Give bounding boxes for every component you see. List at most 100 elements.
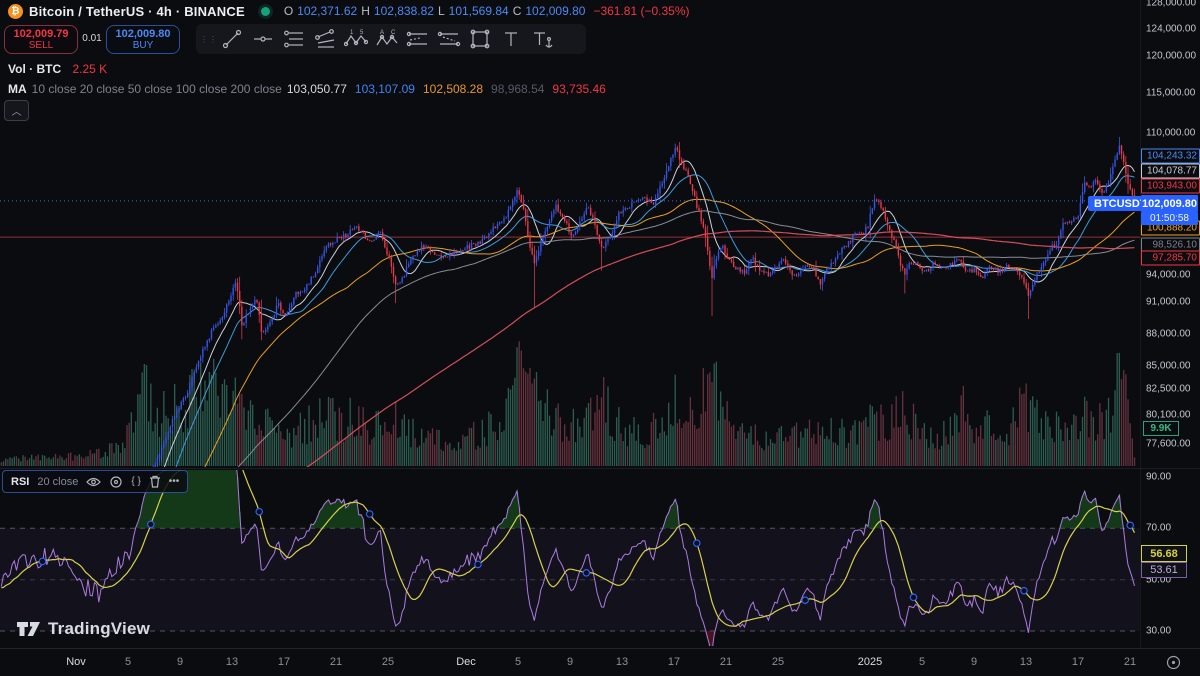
rsi-anchor-point[interactable]	[1020, 586, 1028, 595]
rsi-anchor-point[interactable]	[147, 520, 155, 529]
buy-price: 102,009.80	[115, 27, 171, 40]
symbol-title[interactable]: Bitcoin / TetherUS · 4h · BINANCE	[29, 3, 245, 19]
time-axis-label: 13	[1019, 656, 1033, 668]
rsi-anchor-point[interactable]	[801, 596, 810, 605]
long-position-icon[interactable]	[402, 25, 433, 53]
axis-tick-label: 30.00	[1146, 625, 1172, 637]
volume-legend-value: 2.25 K	[72, 62, 108, 76]
rsi-anchor-point[interactable]	[1126, 521, 1135, 530]
time-axis-label: 9	[176, 656, 184, 668]
sell-button[interactable]: 102,009.79 SELL	[4, 25, 78, 54]
ma-legend-params: 10 close 20 close 50 close 100 close 200…	[31, 82, 282, 96]
text-icon[interactable]	[495, 25, 526, 53]
short-position-icon[interactable]	[433, 25, 464, 53]
time-axis-label: 17	[277, 656, 291, 668]
time-axis-settings-icon[interactable]	[1163, 652, 1183, 672]
axis-tick-label: 77,600.00	[1146, 438, 1191, 450]
ma-legend-name: MA	[8, 82, 27, 96]
settings-icon[interactable]	[109, 475, 123, 489]
ma-legend-values: 103,050.77 103,107.09 102,508.28 98,968.54 9…	[287, 82, 606, 96]
rsi-anchor-point[interactable]	[38, 557, 47, 566]
rsi-anchor-point[interactable]	[255, 507, 264, 516]
time-axis-label: 17	[667, 656, 681, 668]
time-axis-label: 9	[970, 656, 978, 668]
time-axis-label: 2025	[857, 656, 883, 668]
time-axis-label: Dec	[456, 656, 476, 668]
collapse-legend-button[interactable]: ︿	[4, 100, 29, 121]
svg-text:1: 1	[350, 30, 354, 36]
drag-handle-icon[interactable]: ⋮⋮	[200, 34, 218, 44]
ohlc-value: 102,838.82	[373, 4, 434, 18]
ohlc-label: L	[437, 4, 445, 18]
ma-value: 98,968.54	[491, 82, 545, 96]
ma-value: 103,050.77	[286, 82, 347, 96]
svg-text:A: A	[380, 30, 384, 36]
rsi-anchor-point[interactable]	[365, 510, 374, 518]
axis-tick-label: 124,000.00	[1146, 23, 1197, 35]
axis-tick-label: 91,000.00	[1146, 296, 1191, 308]
rectangle-icon[interactable]	[464, 25, 495, 53]
sell-price: 102,009.79	[13, 27, 69, 40]
tradingview-glyph-icon	[17, 622, 40, 636]
axis-tick-label: 110,000.00	[1146, 127, 1196, 139]
source-code-icon[interactable]: { }	[131, 476, 141, 487]
fib-retracement-icon[interactable]	[278, 25, 309, 53]
buy-button[interactable]: 102,009.80 BUY	[106, 25, 180, 54]
volume-legend[interactable]: Vol · BTC 2.25 K	[8, 62, 107, 76]
axis-tick-label: 88,000.00	[1146, 328, 1191, 340]
svg-text:C: C	[391, 30, 396, 36]
tradingview-wordmark: TradingView	[48, 619, 151, 638]
time-axis-label: Nov	[66, 656, 86, 668]
pitchfork-icon[interactable]	[309, 25, 340, 53]
ma-value: 102,508.28	[422, 82, 484, 96]
delete-icon[interactable]	[149, 475, 161, 488]
rsi-legend[interactable]: RSI 20 close { } •••	[2, 470, 189, 493]
time-axis-label: 25	[381, 656, 395, 668]
axis-tick-label: 70.00	[1146, 522, 1172, 534]
time-axis[interactable]: Nov 5 9 13 17 21 25 Dec 5 9 13 17 21 25 2025 5 9 13 17 21	[0, 648, 1200, 676]
time-axis-label: 21	[719, 656, 733, 668]
time-axis-label: 9	[566, 656, 574, 668]
price-axis-separator[interactable]	[1140, 0, 1141, 648]
ohlc-value: 102,009.80	[525, 4, 586, 18]
sell-label: SELL	[28, 40, 54, 52]
symbol-axis-tag: BTCUSDT	[1088, 196, 1153, 211]
rsi-anchor-point[interactable]	[692, 539, 701, 548]
tradingview-logo[interactable]: TradingView	[16, 619, 150, 639]
anchored-text-icon[interactable]	[526, 25, 557, 53]
time-axis-label: 5	[918, 656, 926, 668]
time-axis-label: 21	[329, 656, 343, 668]
time-axis-label: 13	[615, 656, 629, 668]
axis-tick-label: 80,100.00	[1146, 409, 1191, 421]
rsi-anchor-point[interactable]	[474, 560, 482, 569]
horizontal-line-icon[interactable]	[247, 25, 278, 53]
time-axis-label: 17	[1071, 656, 1085, 668]
axis-tick-label: 50.00	[1146, 574, 1172, 586]
time-axis-label: 5	[514, 656, 522, 668]
time-axis-label: 25	[771, 656, 785, 668]
current-price-axis-label: 102,009.80	[1141, 195, 1198, 212]
pane-separator[interactable]	[0, 468, 1200, 469]
indicator-axis-label: 103,943.00	[1141, 178, 1200, 194]
trend-line-icon[interactable]	[216, 25, 247, 53]
rsi-legend-name: RSI	[11, 475, 30, 488]
ohlc-value: 102,371.62	[297, 4, 358, 18]
more-icon[interactable]: •••	[168, 476, 180, 487]
rsi-anchor-point[interactable]	[909, 593, 918, 602]
market-status-icon[interactable]	[260, 6, 270, 16]
eye-icon[interactable]	[86, 476, 102, 488]
ma-legend[interactable]: MA 10 close 20 close 50 close 100 close …	[8, 82, 606, 96]
rsi-anchor-point[interactable]	[582, 568, 591, 577]
rsi-legend-params: 20 close	[37, 475, 79, 488]
ma-value: 93,735.46	[552, 82, 606, 96]
ohlc-label: C	[512, 4, 522, 18]
time-axis-label: 21	[1123, 656, 1137, 668]
time-axis-label: 5	[124, 656, 132, 668]
ohlc-values: O 102,371.62 H 102,838.82 L 101,569.84 C 102,00…	[284, 4, 690, 18]
axis-tick-label: 115,000.00	[1146, 87, 1196, 99]
volume-legend-label: Vol · BTC	[8, 62, 62, 76]
